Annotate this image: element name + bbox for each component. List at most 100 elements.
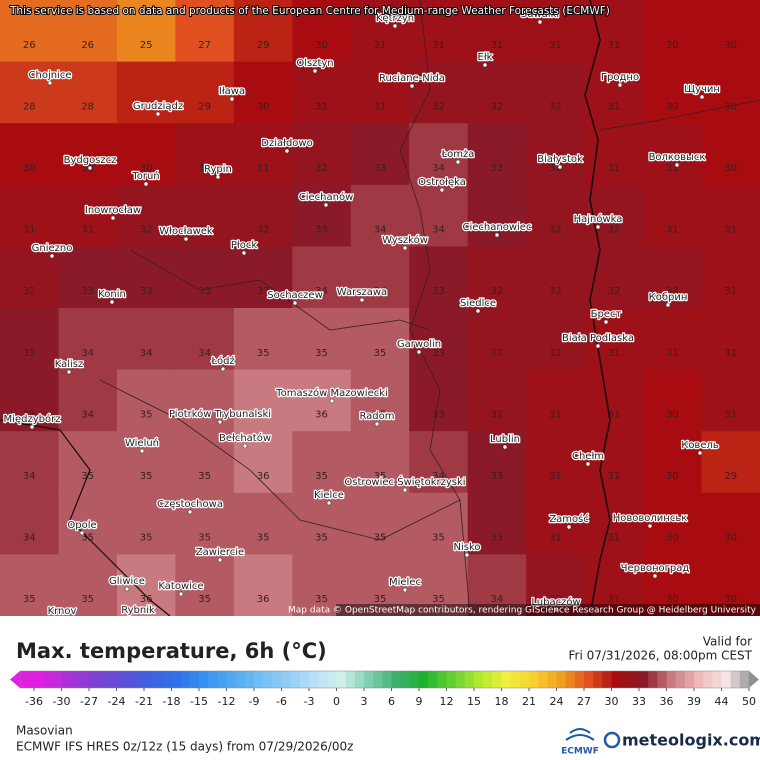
legend-swatch [98, 671, 108, 688]
city-dot [187, 509, 193, 515]
temperature-cell [409, 369, 469, 432]
city-dot [66, 369, 72, 375]
temperature-label: 31 [549, 471, 562, 482]
city-label: Warszawa [337, 287, 387, 298]
city-label: Kielce [314, 490, 344, 501]
temperature-label: 31 [607, 348, 620, 359]
city-label: Łomża [441, 149, 475, 160]
city-dot [284, 148, 290, 154]
temperature-cell [116, 431, 176, 494]
city-label: Radom [359, 411, 394, 422]
temperature-label: 33 [491, 533, 504, 544]
temperature-cell [58, 308, 118, 371]
city-dot [439, 187, 445, 193]
temperature-label: 34 [374, 225, 387, 236]
city-dot [566, 524, 572, 530]
temperature-cell [175, 492, 235, 555]
temperature-cell [233, 61, 293, 124]
temperature-cell [467, 0, 527, 63]
city-dot [475, 308, 481, 314]
temperature-cell [643, 492, 703, 555]
legend-swatch [684, 671, 695, 688]
temperature-label: 32 [23, 286, 36, 297]
temperature-cell [701, 123, 760, 186]
city-label: Ruciane-Nida [379, 73, 445, 84]
city-dot [697, 450, 703, 456]
temperature-label: 35 [198, 471, 211, 482]
temperature-cell [409, 246, 469, 309]
city-dot [674, 162, 680, 168]
ecmwf-logo: ECMWF [561, 747, 599, 757]
legend-swatch [254, 671, 264, 688]
legend-swatch [189, 671, 200, 688]
legend-tick-label: 30 [605, 695, 619, 708]
city-label: Lubaczów [531, 596, 580, 608]
legend-swatch [593, 671, 603, 688]
legend-swatch [547, 671, 557, 688]
legend-swatch [629, 671, 640, 688]
legend-swatch [611, 671, 622, 688]
temperature-label: 35 [315, 471, 328, 482]
temperature-cell [643, 369, 703, 432]
legend-swatch [620, 671, 631, 688]
temperature-label: 33 [374, 163, 387, 174]
temperature-label: 31 [724, 409, 737, 420]
country-border [0, 419, 171, 617]
legend-swatch [529, 671, 539, 688]
service-notice: This service is based on data and produc… [9, 5, 610, 17]
temperature-cell [467, 554, 527, 617]
temperature-cell [233, 492, 293, 555]
city-dot [215, 174, 221, 180]
legend-swatch [217, 671, 227, 688]
model-info: ECMWF IFS HRES 0z/12z (15 days) from 07/… [16, 740, 353, 754]
city-label: Sochaczew [267, 290, 323, 301]
brand[interactable]: meteologix.com [622, 731, 760, 750]
city-label: Łódź [210, 355, 234, 367]
temperature-label: 34 [23, 471, 36, 482]
temperature-label: 33 [140, 286, 153, 297]
city-dot [139, 448, 145, 454]
temperature-label: 32 [549, 286, 562, 297]
legend-swatch [675, 671, 686, 688]
valid-label: Valid for [703, 635, 752, 649]
temperature-label: 35 [315, 348, 328, 359]
temperature-label: 29 [140, 101, 153, 112]
temperature-label: 33 [23, 409, 36, 420]
temperature-label: 30 [315, 40, 328, 51]
temperature-label: 25 [140, 40, 153, 51]
temperature-label: 34 [432, 163, 445, 174]
city-label: Волковыск [649, 152, 706, 163]
legend-swatch [345, 671, 356, 688]
temperature-cell [643, 308, 703, 371]
temperature-label: 29 [257, 40, 270, 51]
temperature-label: 33 [198, 286, 211, 297]
city-label: Ковель [681, 440, 719, 451]
temperature-cell [584, 492, 644, 555]
temperature-label: 26 [23, 40, 36, 51]
legend-tick-label: 50 [742, 695, 756, 708]
city-dot [617, 82, 623, 88]
legend-swatch [721, 671, 732, 688]
temperature-cell [233, 554, 293, 617]
temperature-label: 35 [374, 348, 387, 359]
city-dot [374, 421, 380, 427]
attribution: Map data © OpenStreetMap contributors, r… [288, 606, 757, 616]
temperature-cell [0, 246, 59, 309]
legend: -36 -30 -27 -24 -21 -18 -15 -12 -9 -6 -3 0 3 6 9 12 15 18… [10, 670, 759, 708]
city-label: Tomaszów Mazowiecki [275, 387, 388, 399]
city-label: Chojnice [29, 70, 72, 81]
city-label: Chełm [572, 451, 604, 462]
legend-swatch [739, 671, 750, 688]
legend-swatch [382, 671, 392, 688]
region-name: Masovian [16, 724, 73, 738]
city-dot [699, 94, 705, 100]
temperature-label: 31 [666, 225, 679, 236]
legend-tick-label: 21 [522, 695, 536, 708]
legend-tick-label: 39 [687, 695, 701, 708]
temperature-label: 33 [257, 286, 270, 297]
temperature-label: 30 [666, 101, 679, 112]
temperature-cell [526, 431, 586, 494]
legend-tick-label: -27 [80, 695, 98, 708]
legend-swatch [510, 671, 521, 688]
